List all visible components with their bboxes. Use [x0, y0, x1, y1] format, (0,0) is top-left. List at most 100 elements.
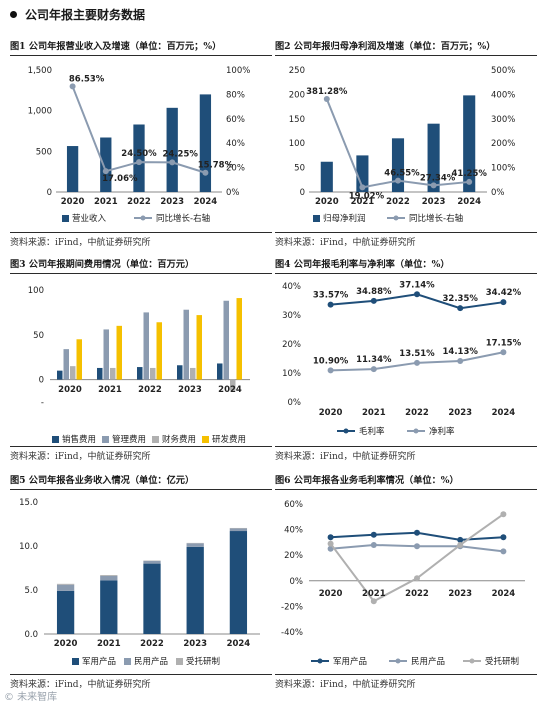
line-point	[327, 540, 334, 547]
y-tick-label: 10.0	[19, 542, 38, 552]
source-note: 资料来源：iFind，中航证券研究所	[275, 446, 537, 462]
figure-title: 图1 公司年报营业收入及增速（单位：百万元；%）	[10, 38, 272, 56]
bar	[463, 95, 476, 192]
bar	[116, 325, 122, 380]
legend-marker	[395, 658, 401, 664]
bar	[190, 367, 196, 380]
legend-label: 研发费用	[212, 434, 246, 444]
x-tick-label: 2020	[315, 197, 339, 207]
bar	[177, 365, 183, 380]
bar	[391, 138, 405, 192]
chart-segment-revenue: 0.0 5.0 10.0 15.0 2020 2021 2022 2023 2024 军用产品 民用…	[19, 498, 260, 666]
legend-swatch	[152, 436, 159, 443]
legend-marker	[469, 658, 475, 664]
data-label: 19.02%	[349, 191, 385, 201]
x-tick-label: 2023	[448, 408, 472, 418]
line-point	[466, 178, 473, 185]
figure-title: 图3 公司年报期间费用情况（单位：百万元）	[10, 256, 272, 274]
section-title: 公司年报主要财务数据	[25, 8, 146, 22]
figure-title: 图5 公司年报各业务收入情况（单位：亿元）	[10, 472, 272, 490]
y-tick-label: -40%	[281, 628, 303, 638]
line-point	[370, 541, 377, 548]
y-tick-label-right: 0%	[226, 188, 240, 198]
bar-segment	[100, 575, 118, 581]
chart-net-profit: 0 50 100 150 200 250 0% 100% 200% 300% 400% 500% 381…	[289, 66, 516, 224]
x-tick-label: 2021	[362, 408, 386, 418]
legend-label: 财务费用	[162, 434, 196, 444]
y-tick-label-right: 100%	[491, 164, 515, 174]
y-tick-label-right: 100%	[226, 66, 250, 76]
bar	[183, 309, 189, 380]
y-tick-label-left: 150	[289, 115, 305, 125]
line-point	[414, 291, 420, 298]
data-label: 37.14%	[399, 280, 435, 290]
bar	[100, 137, 112, 192]
bar	[57, 370, 63, 380]
y-tick-label: 20%	[282, 340, 301, 350]
figure-1: 图1 公司年报营业收入及增速（单位：百万元；%） 0 500 1,000 1,500 0…	[10, 38, 272, 258]
figure-title: 图4 公司年报毛利率与净利率（单位：%）	[275, 256, 537, 274]
source-note: 资料来源：iFind，中航证券研究所	[10, 674, 272, 690]
data-label: 41.25%	[451, 169, 487, 179]
bar	[236, 298, 242, 380]
x-tick-label: 2023	[422, 197, 446, 207]
y-tick-label-left: 1,000	[28, 107, 52, 117]
data-label: 14.13%	[442, 347, 478, 357]
chart-revenue: 0 500 1,000 1,500 0% 20% 40% 60% 80% 100% 86.53% 17…	[28, 66, 251, 224]
source-note: 资料来源：iFind，中航证券研究所	[275, 674, 537, 690]
bar	[196, 315, 202, 380]
bar	[217, 363, 223, 380]
line-point	[430, 182, 437, 189]
line-point	[370, 297, 377, 304]
x-tick-label: 2022	[405, 408, 429, 418]
y-tick-label: -	[41, 398, 44, 408]
y-tick-label-right: 400%	[491, 90, 515, 100]
section-header: 公司年报主要财务数据	[10, 6, 145, 23]
x-tick-label: 2022	[138, 385, 162, 395]
bar	[230, 379, 236, 391]
line-point	[414, 529, 420, 536]
line-point	[500, 299, 507, 306]
legend-marker	[343, 428, 349, 434]
y-tick-label-left: 200	[289, 90, 305, 100]
bar	[356, 155, 369, 192]
data-label: 34.88%	[356, 287, 392, 297]
legend-marker	[140, 215, 146, 221]
source-note: 资料来源：iFind，中航证券研究所	[10, 446, 272, 462]
data-label: 11.34%	[356, 355, 392, 365]
legend-label: 同比增长-右轴	[156, 213, 210, 224]
legend-swatch	[124, 658, 131, 665]
y-tick-label-right: 60%	[226, 115, 245, 125]
x-tick-label: 2020	[319, 408, 343, 418]
y-tick-label: -20%	[281, 602, 303, 612]
bar	[320, 161, 333, 192]
bar-segment	[186, 546, 204, 634]
x-tick-label: 2024	[457, 197, 481, 207]
y-tick-label-left: 250	[289, 66, 305, 76]
legend-label: 受托研制	[485, 656, 519, 666]
bar	[143, 312, 149, 380]
y-tick-label: 0%	[290, 577, 304, 587]
line-point	[414, 543, 420, 550]
bar	[103, 329, 109, 380]
y-tick-label: 20%	[284, 551, 303, 561]
legend-marker	[393, 215, 399, 221]
bar-segment	[229, 528, 248, 532]
figure-title: 图6 公司年报各业务毛利率情况（单位：%）	[275, 472, 537, 490]
bar	[223, 300, 229, 380]
legend-label: 军用产品	[333, 656, 367, 666]
y-tick-label-left: 100	[289, 139, 305, 149]
x-tick-label: 2021	[98, 385, 122, 395]
line-point	[327, 301, 334, 308]
data-label: 34.42%	[486, 288, 522, 298]
x-tick-label: 2020	[319, 589, 343, 599]
bar	[156, 322, 162, 380]
x-tick-label: 2021	[351, 197, 375, 207]
figure-5: 图5 公司年报各业务收入情况（单位：亿元） 0.0 5.0 10.0 15.0 2020…	[10, 472, 272, 692]
data-label: 27.34%	[420, 173, 456, 183]
y-tick-label-right: 80%	[226, 90, 245, 100]
legend-label: 销售费用	[62, 434, 96, 444]
bullet-icon	[10, 11, 17, 18]
line-point	[457, 541, 464, 548]
bar	[166, 107, 178, 192]
